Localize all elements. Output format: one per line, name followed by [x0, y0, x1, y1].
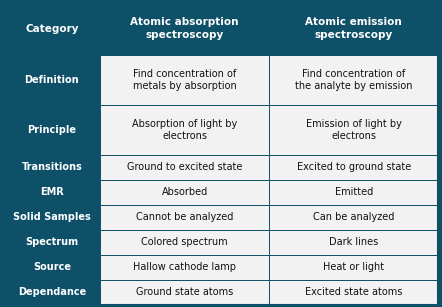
- Bar: [100, 255, 269, 280]
- Bar: [4, 2, 100, 55]
- Bar: [4, 280, 100, 305]
- Text: Cannot be analyzed: Cannot be analyzed: [136, 212, 233, 222]
- Bar: [269, 230, 438, 255]
- Text: Hallow cathode lamp: Hallow cathode lamp: [133, 262, 236, 272]
- Bar: [269, 255, 438, 280]
- Bar: [269, 2, 438, 55]
- Text: Dark lines: Dark lines: [329, 237, 378, 247]
- Bar: [100, 180, 269, 205]
- Text: Absorption of light by
electrons: Absorption of light by electrons: [132, 119, 237, 141]
- Bar: [4, 180, 100, 205]
- Text: Ground state atoms: Ground state atoms: [136, 287, 233, 297]
- Bar: [4, 205, 100, 230]
- Text: Can be analyzed: Can be analyzed: [313, 212, 395, 222]
- Text: Source: Source: [33, 262, 71, 272]
- Bar: [100, 55, 269, 105]
- Text: Find concentration of
the analyte by emission: Find concentration of the analyte by emi…: [295, 69, 413, 91]
- Bar: [4, 230, 100, 255]
- Bar: [269, 155, 438, 180]
- Bar: [269, 105, 438, 155]
- Bar: [4, 155, 100, 180]
- Text: Category: Category: [25, 24, 79, 34]
- Bar: [269, 55, 438, 105]
- Text: Principle: Principle: [27, 125, 76, 135]
- Text: Emitted: Emitted: [335, 187, 373, 197]
- Bar: [269, 205, 438, 230]
- Bar: [4, 55, 100, 105]
- Bar: [4, 105, 100, 155]
- Bar: [269, 180, 438, 205]
- Text: Transitions: Transitions: [22, 162, 82, 172]
- Bar: [100, 155, 269, 180]
- Text: Atomic emission
spectroscopy: Atomic emission spectroscopy: [305, 17, 402, 40]
- Bar: [100, 2, 269, 55]
- Text: Dependance: Dependance: [18, 287, 86, 297]
- Text: EMR: EMR: [40, 187, 64, 197]
- Bar: [100, 280, 269, 305]
- Bar: [100, 230, 269, 255]
- Bar: [100, 105, 269, 155]
- Text: Atomic absorption
spectroscopy: Atomic absorption spectroscopy: [130, 17, 239, 40]
- Bar: [269, 280, 438, 305]
- Text: Absorbed: Absorbed: [162, 187, 208, 197]
- Text: Colored spectrum: Colored spectrum: [141, 237, 228, 247]
- Text: Find concentration of
metals by absorption: Find concentration of metals by absorpti…: [133, 69, 236, 91]
- Text: Emission of light by
electrons: Emission of light by electrons: [306, 119, 402, 141]
- Text: Ground to excited state: Ground to excited state: [127, 162, 242, 172]
- Text: Excited state atoms: Excited state atoms: [305, 287, 403, 297]
- Text: Excited to ground state: Excited to ground state: [297, 162, 411, 172]
- Text: Spectrum: Spectrum: [25, 237, 78, 247]
- Text: Definition: Definition: [24, 75, 79, 85]
- Bar: [100, 205, 269, 230]
- Text: Solid Samples: Solid Samples: [13, 212, 91, 222]
- Bar: [4, 255, 100, 280]
- Text: Heat or light: Heat or light: [323, 262, 385, 272]
